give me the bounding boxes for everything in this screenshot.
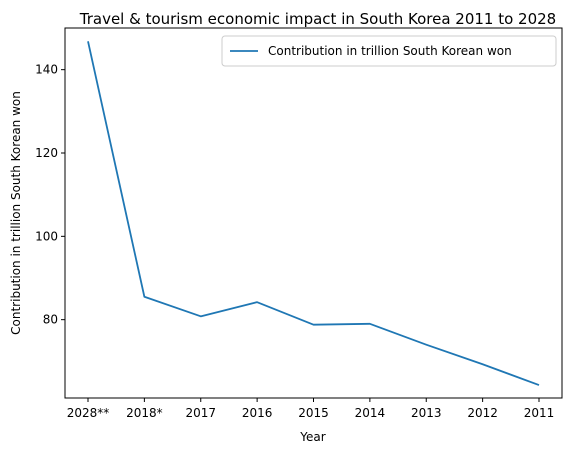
legend: Contribution in trillion South Korean wo… <box>221 35 557 67</box>
x-tick-label: 2016 <box>242 406 273 420</box>
x-tick-label: 2017 <box>185 406 216 420</box>
legend-label: Contribution in trillion South Korean wo… <box>268 44 512 58</box>
plot-area <box>64 27 563 399</box>
y-tick-label: 120 <box>35 146 58 160</box>
y-tick-label: 80 <box>43 313 58 327</box>
y-axis-label: Contribution in trillion South Korean wo… <box>9 91 23 335</box>
legend-box <box>221 35 557 67</box>
y-tick-label: 140 <box>35 63 58 77</box>
series-line <box>87 41 540 386</box>
x-tick-label: 2012 <box>467 406 498 420</box>
x-axis-label: Year <box>299 430 325 444</box>
x-tick-label: 2014 <box>355 406 386 420</box>
x-tick-label: 2013 <box>411 406 442 420</box>
x-tick-label: 2018* <box>126 406 163 420</box>
series-layer <box>87 41 540 386</box>
x-tick-label: 2011 <box>524 406 555 420</box>
x-axis: 2028** 2018* 2017 2016 2015 2014 2013 2012 2011 <box>67 398 555 420</box>
chart-title: Travel & tourism economic impact in Sout… <box>79 10 556 28</box>
x-tick-label: 2028** <box>67 406 110 420</box>
x-tick-label: 2015 <box>298 406 329 420</box>
y-tick-label: 100 <box>35 229 58 243</box>
y-axis: 80 100 120 140 <box>35 63 65 327</box>
